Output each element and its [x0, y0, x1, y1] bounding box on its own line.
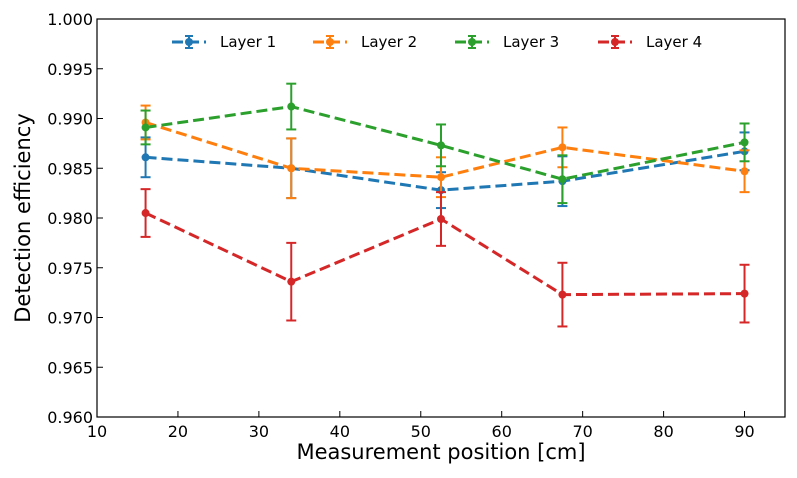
y-tick-label: 0.980: [47, 209, 93, 228]
axis-ticks: 10 20 30 40 50 60 70 80 90 0.960 0.965 0.970 0.975 0.…: [47, 10, 755, 441]
x-tick-label: 70: [572, 422, 592, 441]
y-axis-label: Detection efficiency: [11, 113, 35, 323]
data-point: [437, 173, 445, 182]
data-point: [141, 209, 150, 218]
data-point: [558, 290, 567, 299]
legend-marker: [611, 38, 619, 46]
legend-label: Layer 3: [503, 33, 559, 51]
series-line: [144, 211, 745, 297]
x-tick-label: 90: [734, 422, 754, 441]
legend-item: Layer 4: [598, 33, 702, 51]
x-tick-label: 50: [411, 422, 431, 441]
y-tick-label: 0.960: [47, 408, 93, 427]
data-point: [740, 289, 749, 298]
legend-marker: [326, 38, 334, 46]
y-tick-label: 0.965: [47, 358, 93, 377]
data-point: [437, 214, 445, 223]
x-tick-label: 40: [330, 422, 350, 441]
y-tick-label: 1.000: [47, 10, 93, 29]
legend-item: Layer 1: [172, 33, 276, 51]
data-point: [558, 143, 567, 152]
legend-label: Layer 2: [361, 33, 417, 51]
legend-label: Layer 4: [646, 33, 702, 51]
legend: Layer 1 Layer 2 Layer 3 Layer 4: [172, 33, 702, 51]
y-tick-label: 0.995: [47, 60, 93, 79]
legend-marker: [468, 38, 476, 46]
data-point: [740, 167, 749, 176]
x-tick-label: 60: [492, 422, 512, 441]
x-axis-label: Measurement position [cm]: [296, 440, 585, 464]
data-point: [141, 153, 150, 162]
data-point: [287, 277, 296, 286]
legend-marker: [185, 38, 193, 46]
x-tick-label: 20: [168, 422, 188, 441]
series-layer: [140, 82, 750, 328]
data-point: [287, 164, 296, 173]
x-tick-label: 30: [249, 422, 269, 441]
data-point: [740, 138, 749, 147]
series-layer-3: [140, 82, 750, 205]
data-point: [437, 141, 445, 150]
data-point: [558, 175, 567, 184]
legend-item: Layer 2: [313, 33, 417, 51]
x-tick-label: 80: [653, 422, 673, 441]
y-tick-label: 0.970: [47, 309, 93, 328]
x-tick-label: 10: [87, 422, 107, 441]
y-tick-label: 0.975: [47, 259, 93, 278]
legend-label: Layer 1: [220, 33, 276, 51]
y-tick-label: 0.990: [47, 110, 93, 129]
series-line: [145, 105, 745, 181]
series-layer-2: [140, 104, 750, 200]
legend-item: Layer 3: [455, 33, 559, 51]
series-line: [145, 121, 745, 179]
series-layer-4: [140, 188, 750, 328]
data-point: [287, 102, 296, 111]
y-tick-label: 0.985: [47, 159, 93, 178]
data-point: [141, 123, 150, 132]
